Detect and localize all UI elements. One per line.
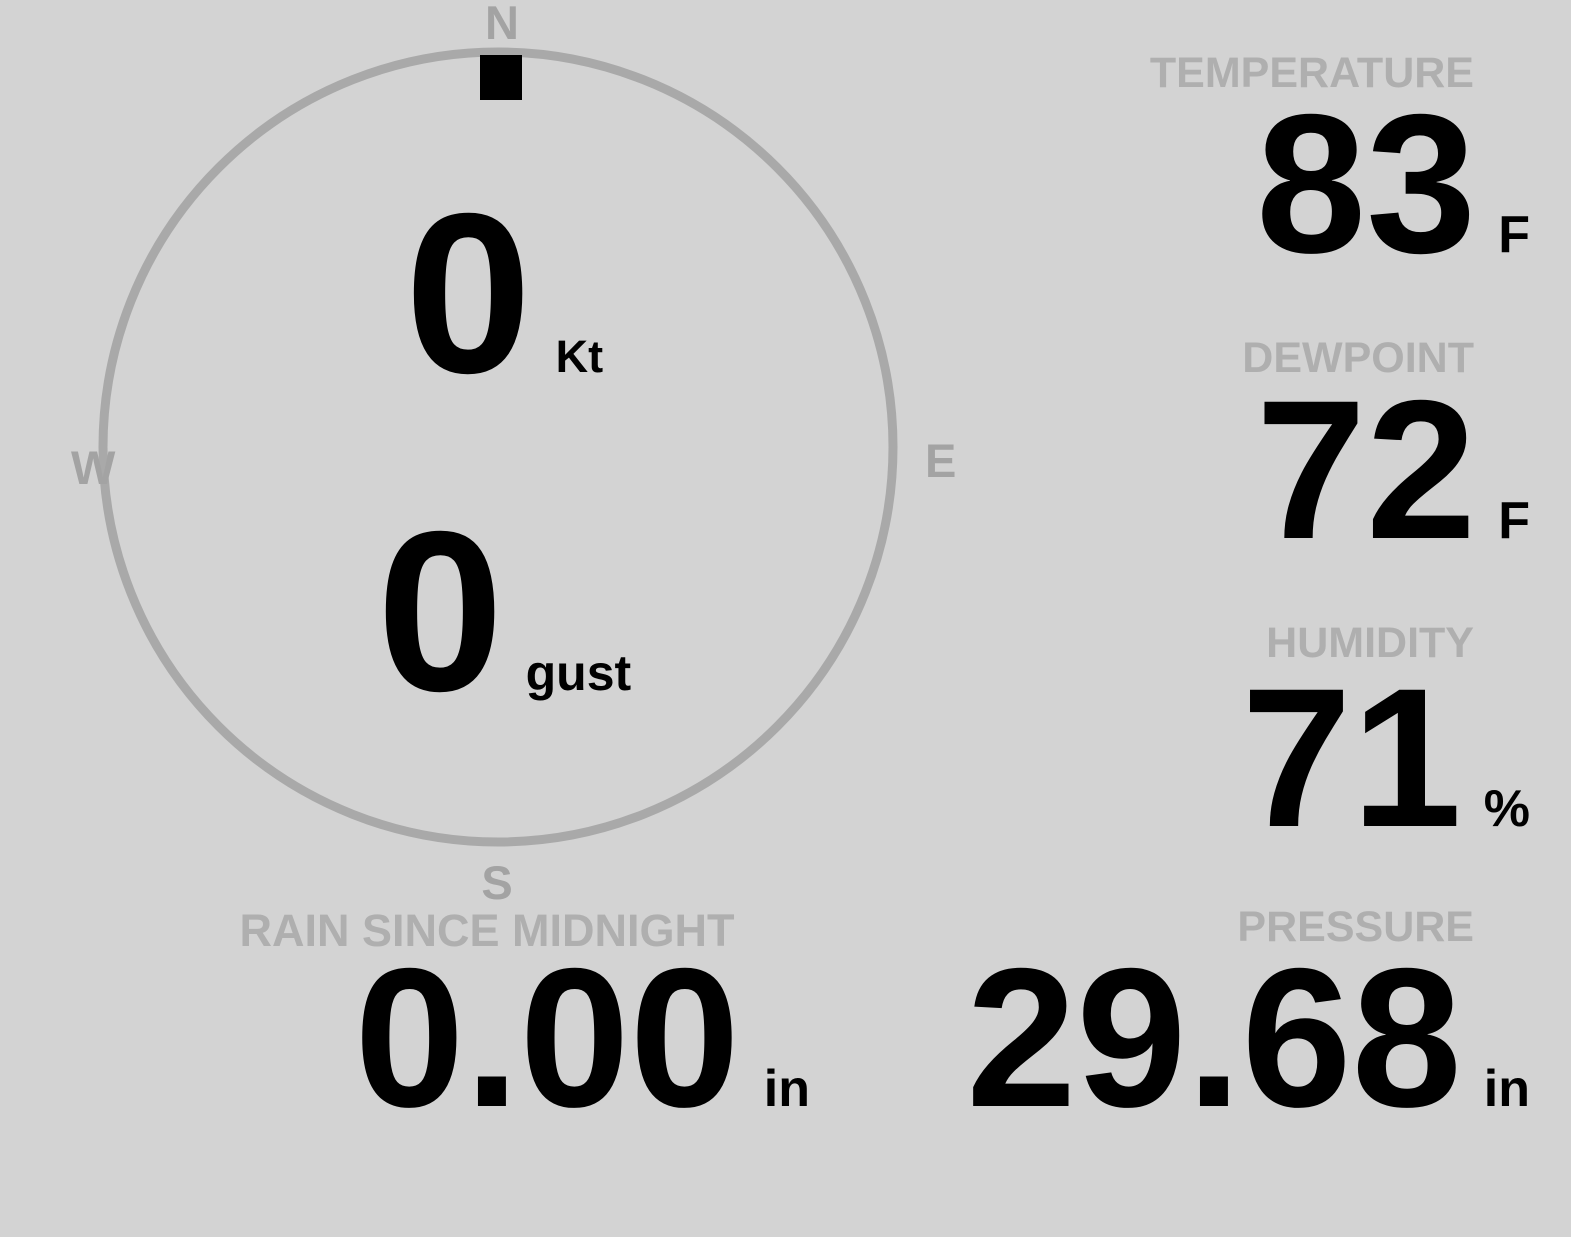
wind-gust-row: 0 gust	[0, 498, 1008, 726]
temperature-readout: 83 F	[830, 85, 1530, 283]
compass-cardinal-south: S	[481, 856, 513, 909]
humidity-readout: 71 %	[830, 647, 1531, 868]
wind-speed-value: 0	[404, 167, 532, 421]
pressure-readout: 29.68 in	[830, 939, 1530, 1137]
rain-since-midnight-label: RAIN SINCE MIDNIGHT	[239, 905, 735, 956]
humidity-value: 71	[1241, 647, 1462, 868]
humidity-label: HUMIDITY	[1266, 619, 1474, 667]
pressure-value: 29.68	[966, 927, 1462, 1148]
temperature-value: 83	[1255, 73, 1477, 294]
wind-speed-row: 0 Kt	[0, 180, 1008, 408]
compass-cardinal-east: E	[925, 434, 957, 487]
dewpoint-label: DEWPOINT	[1242, 334, 1474, 382]
temperature-unit: F	[1498, 206, 1530, 264]
rain-since-midnight-value: 0.00	[354, 927, 740, 1148]
dewpoint-unit: F	[1498, 492, 1530, 550]
rain-since-midnight-unit: in	[763, 1060, 810, 1118]
pressure-unit: in	[1483, 1060, 1530, 1118]
dewpoint-readout: 72 F	[830, 371, 1530, 569]
wind-direction-marker-icon	[480, 55, 522, 100]
compass-cardinal-north: N	[485, 0, 519, 49]
wind-gust-unit: gust	[525, 645, 632, 701]
dewpoint-value: 72	[1255, 359, 1477, 580]
humidity-unit: %	[1483, 780, 1530, 838]
compass-circle	[98, 47, 898, 847]
pressure-label: PRESSURE	[1237, 903, 1474, 951]
rain-since-midnight-readout: 0.00 in	[0, 939, 810, 1137]
wind-speed-unit: Kt	[555, 331, 604, 382]
compass-ring	[98, 47, 898, 847]
temperature-label: TEMPERATURE	[1149, 49, 1474, 97]
compass-cardinal-west: W	[71, 441, 116, 494]
wind-gust-value: 0	[376, 485, 504, 739]
